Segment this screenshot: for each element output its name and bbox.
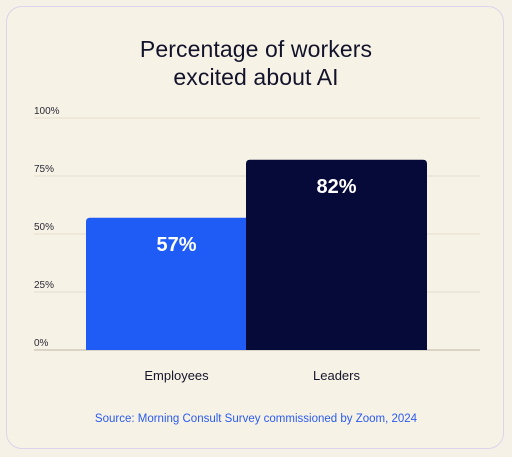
chart-title-line-2: excited about AI (173, 64, 339, 90)
category-label-employees: Employees (144, 368, 209, 383)
y-tick-label: 75% (34, 164, 54, 175)
source-note: Source: Morning Consult Survey commissio… (94, 413, 418, 425)
y-tick-label: 100% (34, 106, 60, 117)
y-tick-label: 0% (34, 338, 49, 349)
bar-leaders (246, 159, 427, 350)
y-tick-label: 50% (34, 222, 54, 233)
data-label-leaders: 82% (316, 176, 356, 198)
chart-title-line-1: Percentage of workers (139, 36, 373, 62)
chart-title: Percentage of workers excited about AI (0, 35, 512, 91)
category-label-leaders: Leaders (313, 368, 360, 383)
data-label-employees: 57% (156, 234, 196, 256)
bar-employees (86, 217, 267, 350)
y-tick-label: 25% (34, 280, 54, 291)
